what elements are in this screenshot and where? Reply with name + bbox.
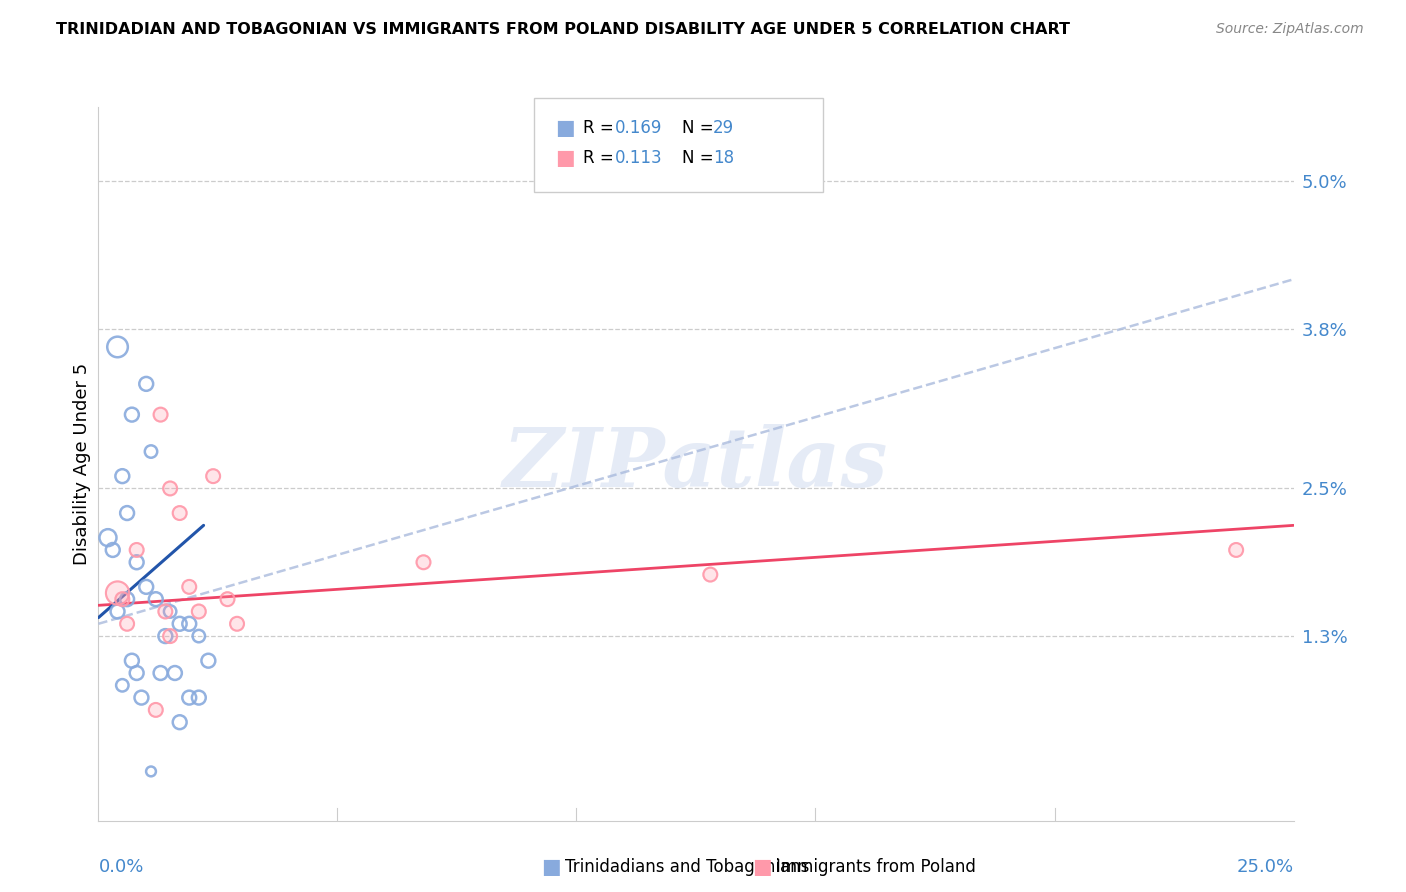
Point <box>187 605 209 619</box>
Point <box>412 555 434 569</box>
Text: Trinidadians and Tobagonians: Trinidadians and Tobagonians <box>565 858 810 876</box>
Point <box>97 531 120 545</box>
Point <box>115 506 138 520</box>
Point <box>111 592 134 607</box>
Text: R =: R = <box>583 119 620 136</box>
Text: N =: N = <box>682 119 718 136</box>
Point <box>1225 543 1247 558</box>
Point <box>179 616 201 631</box>
Y-axis label: Disability Age Under 5: Disability Age Under 5 <box>73 363 91 565</box>
Point <box>217 592 239 607</box>
Point <box>179 580 201 594</box>
Point <box>159 605 181 619</box>
Text: 0.113: 0.113 <box>614 149 662 167</box>
Point <box>187 690 209 705</box>
Point <box>107 586 129 600</box>
Point <box>121 654 143 668</box>
Point <box>169 506 191 520</box>
Point <box>155 605 177 619</box>
Point <box>121 408 143 422</box>
Point <box>159 629 181 643</box>
Text: ■: ■ <box>752 857 772 877</box>
Point <box>226 616 249 631</box>
Point <box>107 605 129 619</box>
Point <box>107 586 129 600</box>
Point <box>139 444 162 458</box>
Point <box>111 678 134 692</box>
Point <box>145 703 167 717</box>
Point <box>163 665 186 680</box>
Point <box>197 654 219 668</box>
Point <box>111 469 134 483</box>
Point <box>217 592 239 607</box>
Point <box>125 665 148 680</box>
Point <box>179 690 201 705</box>
Text: Immigrants from Poland: Immigrants from Poland <box>776 858 976 876</box>
Text: 18: 18 <box>713 149 734 167</box>
Text: N =: N = <box>682 149 718 167</box>
Point <box>699 567 721 582</box>
Text: 0.169: 0.169 <box>614 119 662 136</box>
Point <box>149 665 172 680</box>
Point <box>412 555 434 569</box>
Text: 0.0%: 0.0% <box>98 857 143 876</box>
Point <box>169 506 191 520</box>
Point <box>115 616 138 631</box>
Point <box>125 555 148 569</box>
Point <box>107 340 129 354</box>
Text: ■: ■ <box>555 118 575 137</box>
Point <box>159 629 181 643</box>
Point <box>125 543 148 558</box>
Point <box>135 580 157 594</box>
Point <box>179 580 201 594</box>
Point <box>145 592 167 607</box>
Point <box>125 543 148 558</box>
Point <box>202 469 225 483</box>
Point <box>115 616 138 631</box>
Text: TRINIDADIAN AND TOBAGONIAN VS IMMIGRANTS FROM POLAND DISABILITY AGE UNDER 5 CORR: TRINIDADIAN AND TOBAGONIAN VS IMMIGRANTS… <box>56 22 1070 37</box>
Point <box>169 616 191 631</box>
Point <box>1225 543 1247 558</box>
Point <box>699 567 721 582</box>
Text: ■: ■ <box>555 148 575 168</box>
Point <box>169 715 191 730</box>
Text: R =: R = <box>583 149 620 167</box>
Point <box>111 592 134 607</box>
Text: 25.0%: 25.0% <box>1236 857 1294 876</box>
Text: ■: ■ <box>541 857 561 877</box>
Point <box>115 592 138 607</box>
Point <box>145 703 167 717</box>
Point <box>155 605 177 619</box>
Point <box>159 482 181 496</box>
Text: ZIPatlas: ZIPatlas <box>503 424 889 504</box>
Point <box>187 605 209 619</box>
Point <box>202 469 225 483</box>
Point <box>155 629 177 643</box>
Point <box>135 376 157 391</box>
Point <box>139 764 162 779</box>
Text: 29: 29 <box>713 119 734 136</box>
Point <box>187 629 209 643</box>
Point <box>131 690 153 705</box>
Point <box>226 616 249 631</box>
Point <box>149 408 172 422</box>
Point <box>101 543 124 558</box>
Text: Source: ZipAtlas.com: Source: ZipAtlas.com <box>1216 22 1364 37</box>
Point <box>149 408 172 422</box>
Point <box>159 482 181 496</box>
